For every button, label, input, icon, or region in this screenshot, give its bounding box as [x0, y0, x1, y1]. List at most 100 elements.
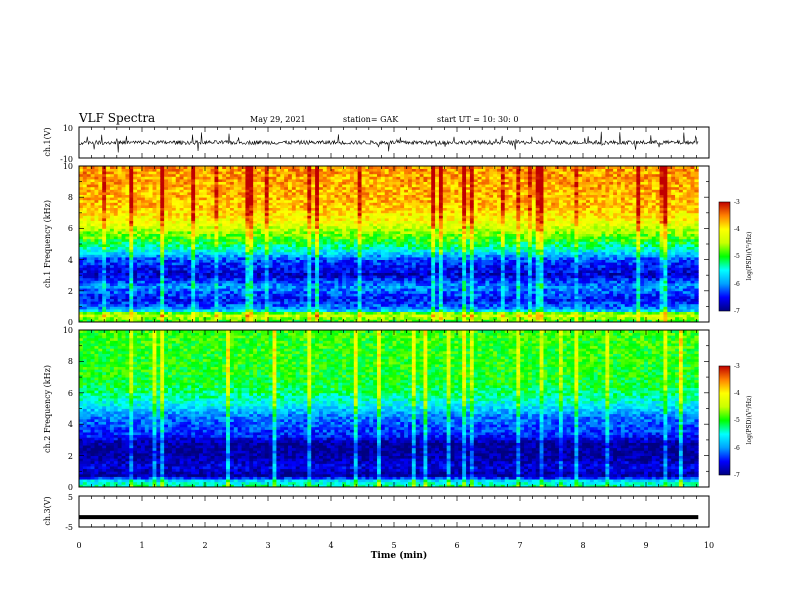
spectrogram-cell: [184, 218, 188, 221]
spectrogram-cell: [334, 182, 338, 185]
spectrogram-cell: [114, 223, 118, 226]
spectrogram-cell: [106, 309, 110, 312]
spectrogram-cell: [288, 288, 292, 291]
spectrogram-cell: [307, 304, 311, 307]
spectrogram-cell: [98, 267, 102, 270]
spectrogram-cell: [300, 200, 304, 203]
spectrogram-cell: [257, 299, 261, 302]
spectrogram-cell: [300, 257, 304, 260]
spectrogram-cell: [118, 286, 122, 289]
spectrogram-cell: [238, 202, 242, 205]
spectrogram-cell: [373, 252, 377, 255]
spectrogram-cell: [245, 236, 249, 239]
spectrogram-cell: [129, 228, 133, 231]
spectrogram-cell: [156, 283, 160, 286]
spectrogram-cell: [118, 231, 122, 234]
spectrogram-cell: [319, 195, 323, 198]
spectrogram-cell: [195, 280, 199, 283]
spectrogram-cell: [129, 257, 133, 260]
spectrogram-cell: [319, 226, 323, 229]
spectrogram-cell: [381, 247, 385, 250]
spectrogram-cell: [102, 286, 106, 289]
spectrogram-cell: [172, 278, 176, 281]
spectrogram-cell: [114, 169, 118, 172]
spectrogram-cell: [327, 176, 331, 179]
spectrogram-cell: [385, 299, 389, 302]
spectrogram-cell: [149, 314, 153, 317]
spectrogram-cell: [199, 275, 203, 278]
spectrogram-cell: [203, 195, 207, 198]
spectrogram-cell: [307, 254, 311, 257]
spectrogram-cell: [98, 241, 102, 244]
spectrogram-cell: [160, 205, 164, 208]
spectrogram-cell: [292, 171, 296, 174]
spectrogram-cell: [218, 288, 222, 291]
spectrogram-cell: [358, 306, 362, 309]
spectrogram-cell: [137, 226, 141, 229]
spectrogram-cell: [137, 254, 141, 257]
spectrogram-cell: [389, 241, 393, 244]
spectrogram-cell: [265, 296, 269, 299]
spectrogram-cell: [249, 192, 253, 195]
spectrogram-cell: [354, 187, 358, 190]
spectrogram-cell: [331, 234, 335, 237]
spectrogram-cell: [207, 208, 211, 211]
spectrogram-cell: [226, 257, 230, 260]
spectrogram-cell: [195, 252, 199, 255]
spectrogram-cell: [145, 306, 149, 309]
spectrogram-cell: [214, 301, 218, 304]
spectrogram-cell: [211, 234, 215, 237]
spectrogram-cell: [83, 252, 87, 255]
spectrogram-cell: [98, 223, 102, 226]
spectrogram-cell: [245, 187, 249, 190]
spectrogram-cell: [369, 314, 373, 317]
spectrogram-cell: [94, 179, 98, 182]
spectrogram-cell: [269, 171, 273, 174]
spectrogram-cell: [385, 265, 389, 268]
spectrogram-cell: [114, 197, 118, 200]
spectrogram-cell: [94, 169, 98, 172]
spectrogram-cell: [98, 299, 102, 302]
spectrogram-cell: [218, 228, 222, 231]
spectrogram-cell: [273, 278, 277, 281]
spectrogram-cell: [311, 260, 315, 263]
spectrogram-cell: [91, 241, 95, 244]
spectrogram-cell: [331, 260, 335, 263]
spectrogram-cell: [342, 254, 346, 257]
spectrogram-cell: [362, 273, 366, 276]
spectrogram-cell: [261, 312, 265, 315]
spectrogram-cell: [230, 265, 234, 268]
spectrogram-cell: [145, 192, 149, 195]
spectrogram-cell: [315, 306, 319, 309]
spectrogram-cell: [176, 273, 180, 276]
spectrogram-cell: [373, 280, 377, 283]
spectrogram-cell: [346, 176, 350, 179]
spectrogram-cell: [153, 234, 157, 237]
spectrogram-cell: [222, 218, 226, 221]
spectrogram-cell: [203, 208, 207, 211]
spectrogram-cell: [242, 314, 246, 317]
spectrogram-cell: [354, 257, 358, 260]
spectrogram-cell: [242, 195, 246, 198]
spectrogram-cell: [334, 291, 338, 294]
spectrogram-cell: [362, 234, 366, 237]
spectrogram-cell: [238, 241, 242, 244]
spectrogram-cell: [149, 254, 153, 257]
spectrogram-cell: [137, 309, 141, 312]
spectrogram-cell: [195, 231, 199, 234]
spectrogram-cell: [238, 273, 242, 276]
spectrogram-cell: [234, 179, 238, 182]
spectrogram-cell: [253, 239, 257, 242]
spectrogram-cell: [141, 275, 145, 278]
spectrogram-cell: [195, 247, 199, 250]
spectrogram-cell: [176, 309, 180, 312]
spectrogram-cell: [331, 309, 335, 312]
spectrogram-cell: [331, 221, 335, 224]
spectrogram-cell: [118, 288, 122, 291]
spectrogram-cell: [106, 231, 110, 234]
spectrogram-cell: [331, 280, 335, 283]
spectrogram-cell: [168, 247, 172, 250]
spectrogram-cell: [365, 171, 369, 174]
spectrogram-cell: [381, 301, 385, 304]
spectrogram-cell: [102, 254, 106, 257]
